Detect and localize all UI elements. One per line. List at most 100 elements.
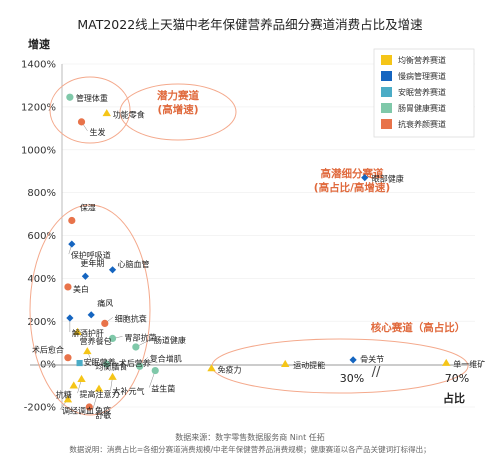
axis-break-mark: // [372, 365, 381, 380]
annotation-high-potential-sub: (高占比/高增速) [314, 181, 390, 194]
point-label: 痛风 [97, 298, 113, 308]
legend-swatch [381, 71, 392, 81]
y-tick-label: 600% [27, 231, 56, 242]
data-point [108, 372, 117, 380]
data-point [102, 109, 111, 117]
data-point [442, 358, 451, 366]
legend-label: 抗衰养颜赛道 [398, 119, 446, 129]
point-label: 舒敏 [95, 410, 111, 420]
data-point [281, 359, 290, 368]
y-tick-label: 400% [27, 274, 56, 285]
point-label: 术后愈合 [32, 345, 64, 355]
point-label: 免疫 [95, 405, 111, 415]
core-left-region-ellipse [29, 204, 151, 416]
legend-swatch [381, 87, 392, 97]
data-point [81, 272, 89, 280]
point-label: 安眠营养 [84, 357, 116, 367]
data-point [63, 395, 73, 403]
y-tick-labels: 1400%1200%1000%800%600%400%200%0%-200% [21, 60, 56, 414]
point-label: 心脑血管 [118, 259, 150, 269]
gridlines [62, 63, 475, 408]
data-point [361, 174, 369, 182]
y-tick-label: 800% [27, 188, 56, 199]
y-tick-label: -200% [24, 403, 56, 414]
data-point [103, 360, 111, 368]
legend-swatch [381, 55, 392, 65]
point-label: 大补元气 [113, 386, 145, 396]
annotation-core: 核心赛道（高占比） [371, 321, 466, 334]
data-point [108, 334, 117, 342]
data-point [83, 347, 92, 355]
potential-label-ellipse [119, 83, 237, 141]
point-label: 调经调血 [62, 405, 94, 415]
legend-label: 均衡营养赛道 [398, 55, 446, 65]
x-tick-30: 30% [340, 372, 364, 385]
point-label: 术后营养 [119, 358, 151, 368]
data-point [87, 311, 95, 319]
leader-line [92, 388, 100, 409]
y-tick-label: 1200% [21, 102, 56, 113]
footer-note: 数据说明：消费占比=各细分赛道消费规模/中老年保健营养品消费规模；健康赛道以各产… [69, 444, 430, 454]
point-label: 肠道健康 [154, 335, 186, 345]
data-point [64, 283, 72, 291]
point-label: 生发 [90, 127, 106, 137]
y-tick-label: 1000% [21, 145, 56, 156]
point-label: 保护呼吸道 [71, 250, 111, 260]
legend-swatch [381, 119, 392, 129]
data-point [68, 216, 76, 225]
data-point [76, 359, 83, 367]
y-axis-title: 增速 [28, 37, 50, 51]
point-label: 美白 [73, 284, 89, 294]
data-point [68, 240, 76, 248]
data-point [136, 362, 144, 370]
data-point [77, 118, 86, 126]
point-label: 保湿 [80, 202, 96, 212]
point-label: 免疫力 [218, 364, 242, 374]
point-label: 均衡膳食 [95, 361, 127, 371]
chart-title: MAT2022线上天猫中老年保健营养品细分赛道消费占比及增速 [77, 17, 423, 32]
y-tick-label: 200% [27, 317, 56, 328]
legend-label: 慢病管理赛道 [398, 71, 446, 81]
data-point [94, 384, 104, 392]
data-point [85, 403, 93, 411]
annotation-high-potential: 高潜细分赛道 [321, 167, 384, 180]
legend-swatch [381, 103, 392, 113]
data-point [66, 93, 74, 101]
point-label: 提高注意力 [80, 389, 120, 399]
footer-source: 数据来源：数字零售数据服务商 Nint 任拓 [175, 432, 325, 442]
point-label: 抗糖 [56, 390, 72, 400]
point-label: 更年期 [80, 258, 104, 268]
point-label: 骨关节 [360, 354, 384, 364]
data-point [77, 374, 86, 383]
point-label: 解酒护肝 [72, 328, 104, 338]
legend-label: 肠胃健康赛道 [398, 103, 446, 113]
data-point [207, 364, 216, 372]
point-label: 益生菌 [151, 384, 175, 394]
point-label: 单一维矿 [453, 359, 485, 369]
x-tick-70: 70% [445, 372, 469, 385]
point-label: 细胞抗衰 [115, 313, 147, 323]
legend-label: 安眠营养赛道 [398, 87, 446, 97]
data-points [63, 93, 451, 411]
data-point [132, 343, 140, 351]
data-point [69, 381, 78, 389]
annotation-potential: 潜力赛道 [157, 89, 199, 102]
point-label: 胃部抗菌 [125, 332, 157, 342]
point-label: 眼部健康 [372, 174, 404, 184]
y-tick-label: 1400% [21, 60, 56, 71]
data-point [66, 314, 74, 322]
point-label: 营养餐包 [80, 336, 112, 346]
data-point [73, 327, 82, 335]
data-point [64, 354, 72, 362]
potential-region-ellipse [49, 76, 131, 144]
point-label: 运动提能 [293, 360, 325, 370]
data-point [101, 319, 109, 327]
point-label: 功能零食 [113, 109, 145, 119]
data-point [151, 366, 159, 375]
point-label: 管理体重 [76, 93, 108, 103]
x-axis-title: 占比 [443, 391, 465, 405]
point-label: 复合增肌 [150, 353, 182, 363]
data-point [108, 266, 117, 274]
